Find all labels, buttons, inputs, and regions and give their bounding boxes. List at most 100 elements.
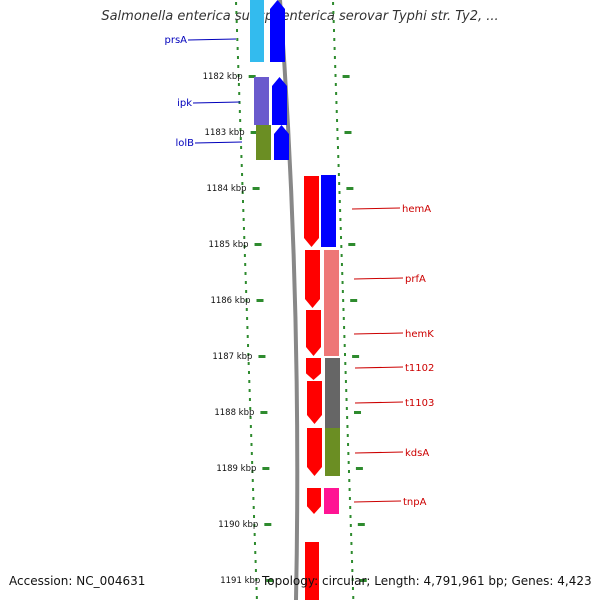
gene-label-prsA: prsA [164,35,187,46]
guide-dot [346,425,349,428]
tick-mark-left [260,411,268,414]
guide-dot [240,155,243,158]
gene-arrow-tnpA [307,488,321,514]
guide-dot [334,83,337,86]
guide-dot [248,380,251,383]
gene-arrow-hemA [304,176,319,247]
guide-dot [248,389,251,392]
guide-dot [340,245,343,248]
guide-dot [241,173,244,176]
guide-dot [242,227,245,230]
guide-dot [351,569,354,572]
guide-dot [247,344,250,347]
guide-dot [337,164,340,167]
tick-label: 1186 kbp [210,296,250,306]
tick-mark-left [248,75,256,78]
cog-block-t1102-t1103 [325,358,340,428]
guide-dot [255,578,258,581]
gene-arrow-prfA [305,250,320,308]
guide-dot [236,38,239,41]
tick-label: 1187 kbp [212,352,252,362]
gene-label-prfA: prfA [405,274,426,285]
guide-dot [244,281,247,284]
guide-dot [244,272,247,275]
guide-dot [342,317,345,320]
guide-dot [335,110,338,113]
cog-block-lolB [256,125,271,160]
guide-dot [253,515,256,518]
guide-dot [341,272,344,275]
guide-dot [338,191,341,194]
gene-label-tnpA: tnpA [403,497,427,508]
guide-dot [344,380,347,383]
guide-dot [336,128,339,131]
guide-dot [348,488,351,491]
guide-dot [243,245,246,248]
guide-dot [344,353,347,356]
guide-dot [335,92,338,95]
guide-dot [332,2,335,5]
guide-dot [251,479,254,482]
guide-dot [247,362,250,365]
gene-label-hemK: hemK [405,329,434,340]
guide-dot [254,569,257,572]
tick-marks: 1182 kbp 1183 kbp 1184 kbp 1185 kbp 1186 kbp… [203,72,367,586]
guide-dot [333,56,336,59]
guide-dot [235,2,238,5]
guide-dot [341,281,344,284]
guide-dot [335,101,338,104]
gene-arrow-kdsA [307,428,322,476]
gene-arrow-lolB [274,125,289,160]
tick-mark-right [342,75,350,78]
guide-dot [342,299,345,302]
guide-dot [333,47,336,50]
guide-dot [238,92,241,95]
tick-mark-right [355,467,363,470]
tick-label: 1183 kbp [205,128,245,138]
guide-dot [341,290,344,293]
tick-mark-right [359,579,367,582]
gene-arrow-ipk [272,77,287,125]
guide-dot [348,479,351,482]
guide-dot [237,65,240,68]
guide-dot [239,119,242,122]
guide-dot [345,398,348,401]
tick-mark-right [357,523,365,526]
guide-dot [253,524,256,527]
guide-dot [338,182,341,185]
guide-dot [334,74,337,77]
tick-mark-left [256,299,264,302]
guide-dot [349,506,352,509]
guide-dot [346,434,349,437]
accession-text: Accession: NC_004631 [9,574,146,588]
guide-dot [250,443,253,446]
tick-mark-right [344,131,352,134]
guide-dot [349,515,352,518]
tick-mark-right [352,355,360,358]
tick-label: 1188 kbp [214,408,254,418]
guide-dot [337,155,340,158]
cog-block-prfA-hemK [324,250,339,356]
tick-mark-right [348,243,356,246]
guide-dot [249,416,252,419]
cog-block-ipk [254,77,269,125]
tick-mark-left [258,355,266,358]
gene-label-lolB: lolB [175,138,194,149]
tick-mark-left [250,131,258,134]
tick-mark-left [266,579,274,582]
guide-dot [243,236,246,239]
guide-dot [240,164,243,167]
gene-label-t1103: t1103 [405,398,434,409]
guide-dot [336,119,339,122]
tick-mark-left [254,243,262,246]
guide-dot [247,353,250,356]
guide-dot [351,560,354,563]
leader-line [354,366,404,369]
gene-label-ipk: ipk [177,98,192,109]
tick-label: 1184 kbp [207,184,247,194]
gene-arrow-prsA [270,0,285,62]
guide-dot [237,74,240,77]
cog-block-prsA [250,0,264,62]
guide-dot [344,362,347,365]
